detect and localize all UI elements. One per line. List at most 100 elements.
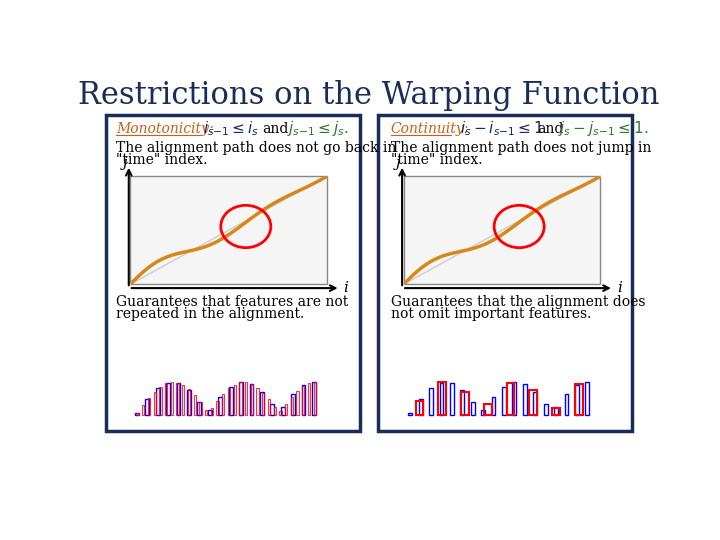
Bar: [250, 384, 253, 415]
Bar: [439, 382, 444, 415]
Bar: [575, 384, 582, 415]
Bar: [415, 401, 423, 415]
Bar: [130, 177, 327, 284]
Bar: [256, 388, 258, 415]
Bar: [228, 388, 230, 415]
Bar: [137, 413, 139, 415]
Bar: [142, 405, 145, 415]
Bar: [460, 390, 464, 415]
Bar: [148, 398, 150, 415]
Bar: [564, 394, 568, 415]
Text: j: j: [396, 156, 400, 170]
Bar: [575, 385, 579, 415]
Bar: [281, 407, 284, 415]
Text: $\mathit{i}_{s\mathrm{-}1} \leq \mathit{i}_s$: $\mathit{i}_{s\mathrm{-}1} \leq \mathit{…: [204, 119, 260, 138]
Bar: [194, 395, 196, 415]
Bar: [404, 177, 600, 284]
Bar: [279, 411, 282, 415]
Bar: [239, 382, 242, 415]
Bar: [222, 394, 225, 415]
Bar: [285, 403, 287, 415]
Text: Monotonicity:: Monotonicity:: [117, 122, 214, 136]
Bar: [308, 383, 310, 415]
Bar: [529, 390, 537, 415]
Bar: [291, 394, 295, 415]
Bar: [585, 382, 589, 415]
Bar: [245, 382, 247, 415]
Bar: [502, 387, 506, 415]
Bar: [166, 382, 170, 415]
Bar: [461, 393, 469, 415]
Bar: [270, 404, 274, 415]
Text: The alignment path does not go back in: The alignment path does not go back in: [117, 141, 397, 155]
Bar: [554, 407, 558, 415]
Text: repeated in the alignment.: repeated in the alignment.: [117, 307, 305, 321]
Text: "time" index.: "time" index.: [390, 152, 482, 166]
Bar: [378, 115, 632, 430]
Text: i: i: [617, 281, 622, 295]
Bar: [408, 413, 412, 415]
Text: $\mathit{i}_s - \mathit{i}_{s\mathrm{-}1} \leq 1$: $\mathit{i}_s - \mathit{i}_{s\mathrm{-}1…: [460, 119, 544, 138]
Bar: [513, 382, 516, 415]
Bar: [159, 387, 161, 415]
Bar: [233, 384, 236, 415]
Bar: [450, 383, 454, 415]
Bar: [484, 404, 492, 415]
Bar: [262, 393, 264, 415]
Text: Guarantees that the alignment does: Guarantees that the alignment does: [390, 295, 645, 309]
Bar: [274, 407, 276, 415]
Bar: [176, 383, 179, 415]
Bar: [217, 401, 219, 415]
Text: Continuity:: Continuity:: [390, 122, 469, 136]
Bar: [205, 410, 207, 415]
Bar: [106, 115, 360, 430]
Text: The alignment path does not jump in: The alignment path does not jump in: [390, 141, 651, 155]
Bar: [218, 396, 222, 415]
Text: $\mathit{j}_{s\mathrm{-}1} \leq \mathit{j}_s$.: $\mathit{j}_{s\mathrm{-}1} \leq \mathit{…: [287, 119, 349, 138]
Bar: [419, 399, 423, 415]
Text: Guarantees that features are not: Guarantees that features are not: [117, 295, 348, 309]
Bar: [268, 399, 270, 415]
Bar: [145, 399, 149, 415]
Bar: [156, 388, 160, 415]
Bar: [297, 390, 299, 415]
Bar: [438, 382, 446, 415]
Bar: [239, 382, 243, 415]
Text: $\mathit{j}_s - \mathit{j}_{s\mathrm{-}1} \leq 1$.: $\mathit{j}_s - \mathit{j}_{s\mathrm{-}1…: [559, 119, 649, 138]
Bar: [492, 396, 495, 415]
Text: not omit important features.: not omit important features.: [390, 307, 591, 321]
Text: j: j: [122, 156, 127, 170]
Bar: [260, 392, 264, 415]
Text: and: and: [263, 122, 289, 136]
Bar: [552, 408, 560, 415]
Bar: [199, 402, 202, 415]
Bar: [481, 410, 485, 415]
Bar: [507, 383, 514, 415]
Bar: [187, 390, 191, 415]
Bar: [302, 385, 305, 415]
Bar: [211, 408, 213, 415]
Bar: [208, 410, 212, 415]
Bar: [176, 383, 181, 415]
Text: Restrictions on the Warping Function: Restrictions on the Warping Function: [78, 80, 660, 111]
Bar: [314, 382, 316, 415]
Bar: [229, 387, 233, 415]
Bar: [544, 404, 547, 415]
Bar: [471, 402, 474, 415]
Text: and: and: [537, 122, 563, 136]
Bar: [165, 383, 167, 415]
Bar: [291, 396, 293, 415]
Bar: [135, 413, 139, 415]
Bar: [182, 385, 184, 415]
Bar: [523, 384, 527, 415]
Bar: [534, 392, 537, 415]
Bar: [171, 382, 173, 415]
Text: i: i: [343, 281, 348, 295]
Bar: [429, 388, 433, 415]
Bar: [188, 389, 190, 415]
Bar: [153, 392, 156, 415]
Bar: [312, 382, 316, 415]
Bar: [197, 402, 202, 415]
Bar: [302, 386, 305, 415]
Text: "time" index.: "time" index.: [117, 152, 208, 166]
